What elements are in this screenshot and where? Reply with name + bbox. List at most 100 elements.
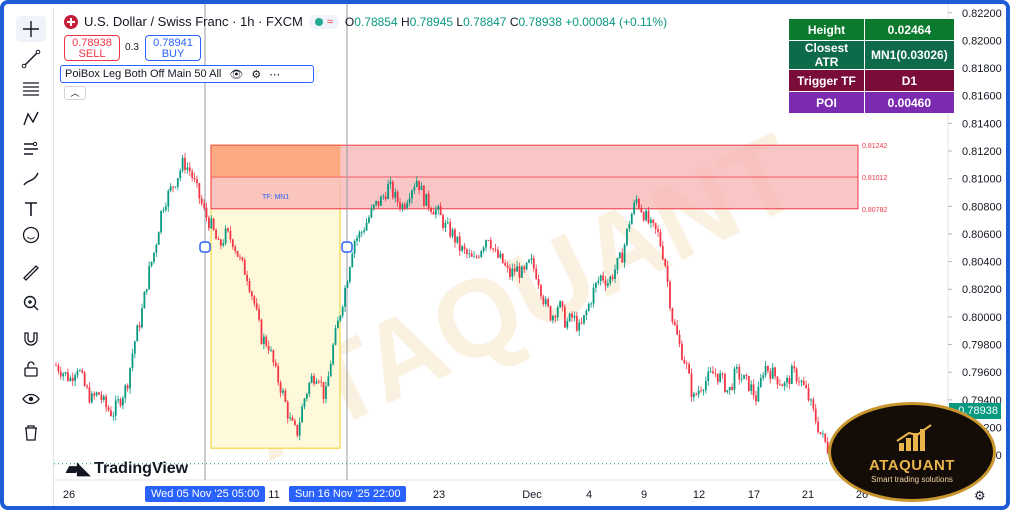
candle-body <box>800 380 803 383</box>
candle-body <box>76 370 79 376</box>
candle-body <box>642 212 645 221</box>
eye-icon[interactable]: 👁 <box>229 68 244 81</box>
settings-icon[interactable]: ⚙ <box>251 68 262 81</box>
zone-level-label: 0.81242 <box>862 143 887 150</box>
candle-body <box>265 336 268 346</box>
candle-body <box>418 180 421 191</box>
candle-body <box>126 385 129 389</box>
candle-body <box>547 299 550 306</box>
candle-body <box>411 190 413 199</box>
candle-body <box>482 247 485 251</box>
trash-icon[interactable] <box>16 420 46 446</box>
candle-body <box>549 305 552 321</box>
candle-body <box>67 372 69 381</box>
candle-body <box>707 371 710 382</box>
projection-icon[interactable] <box>16 136 46 162</box>
candle-body <box>528 259 530 263</box>
candle-body <box>160 210 163 233</box>
candle-body <box>427 193 430 208</box>
candle-body <box>821 433 824 435</box>
candle-body <box>628 224 631 229</box>
time-tick-label: 9 <box>641 489 647 501</box>
badge-tagline: Smart trading solutions <box>871 475 953 484</box>
candle-body <box>212 218 215 230</box>
buy-button[interactable]: 0.78941 BUY <box>145 35 201 61</box>
candle-body <box>64 372 67 374</box>
time-tick-label: 23 <box>433 489 445 501</box>
price-change: +0.00084 (+0.11%) <box>565 14 668 29</box>
candle-body <box>95 392 98 396</box>
magnet-icon[interactable] <box>16 326 46 352</box>
market-status-pill[interactable]: ≈ <box>308 14 339 29</box>
candle-body <box>814 408 817 422</box>
text-icon[interactable] <box>16 196 46 222</box>
chart-settings-icon[interactable]: ⚙ <box>974 488 986 503</box>
candle-body <box>788 377 791 385</box>
candle-body <box>704 381 707 391</box>
ruler-icon[interactable] <box>16 260 46 286</box>
candle-body <box>129 367 131 389</box>
price-tick-label: 0.81800 <box>962 63 1002 75</box>
candle-body <box>497 250 499 258</box>
candle-body <box>370 208 373 218</box>
candle-body <box>286 401 289 419</box>
indicator-legend[interactable]: PoiBox Leg Both Off Main 50 All 👁 ⚙ ⋯ <box>60 65 314 83</box>
buy-price: 0.78941 <box>153 37 193 49</box>
candle-body <box>243 259 246 275</box>
fib-icon[interactable] <box>16 76 46 102</box>
candle-body <box>100 394 103 400</box>
candle-body <box>537 279 540 286</box>
zoom-icon[interactable] <box>16 290 46 316</box>
tradingview-logo: ▰◣ TradingView <box>66 459 188 479</box>
price-chart[interactable]: ATAQUANT 0.82200 0.82000 0.81800 0.81600 0.81… <box>4 4 1006 506</box>
price-tick-label: 0.82000 <box>962 35 1002 47</box>
candle-body <box>241 257 244 260</box>
crosshair-icon[interactable] <box>16 16 46 42</box>
candle-body <box>188 167 191 172</box>
pattern-icon[interactable] <box>16 106 46 132</box>
candle-body <box>262 336 265 345</box>
candle-body <box>203 203 206 208</box>
candle-body <box>743 374 745 380</box>
candle-body <box>277 365 280 383</box>
candle-body <box>229 230 232 240</box>
candle-body <box>451 229 454 237</box>
candle-body <box>231 239 234 247</box>
candle-body <box>415 180 418 187</box>
sell-button[interactable]: 0.78938 SELL <box>64 35 120 61</box>
ohlc-readout: O0.78854 H0.78945 L0.78847 C0.78938 +0.0… <box>344 14 668 29</box>
trend-line-icon[interactable] <box>16 46 46 72</box>
candle-body <box>563 306 566 328</box>
visibility-icon[interactable] <box>16 386 46 412</box>
lock-drawings-icon[interactable] <box>16 356 46 382</box>
candle-body <box>669 281 671 309</box>
candle-body <box>298 422 301 436</box>
symbol-title[interactable]: U.S. Dollar / Swiss Franc · 1h · FXCM <box>84 14 303 29</box>
candle-body <box>824 433 827 442</box>
candle-body <box>630 213 633 225</box>
brush-icon[interactable] <box>16 166 46 192</box>
candle-body <box>446 222 449 224</box>
candle-body <box>752 384 755 396</box>
zone-level-label: 0.80782 <box>862 207 887 214</box>
candle-body <box>114 400 117 416</box>
candle-body <box>382 196 385 198</box>
candle-body <box>690 373 693 398</box>
candle-body <box>291 417 294 421</box>
candle-body <box>98 392 100 395</box>
candle-body <box>372 204 375 209</box>
emoji-icon[interactable] <box>16 222 46 248</box>
time-tick-label: Dec <box>522 489 542 501</box>
candle-body <box>640 207 643 213</box>
candle-body <box>626 228 628 245</box>
candle-body <box>810 399 812 401</box>
ataquant-badge: ATAQUANT Smart trading solutions <box>828 402 996 502</box>
candle-body <box>661 246 664 260</box>
candle-body <box>817 421 820 433</box>
candle-body <box>778 384 781 386</box>
candle-body <box>253 296 256 304</box>
candle-body <box>776 376 779 385</box>
more-icon[interactable]: ⋯ <box>269 68 281 81</box>
candle-body <box>251 291 253 297</box>
collapse-legend-button[interactable]: ︿ <box>64 86 86 100</box>
